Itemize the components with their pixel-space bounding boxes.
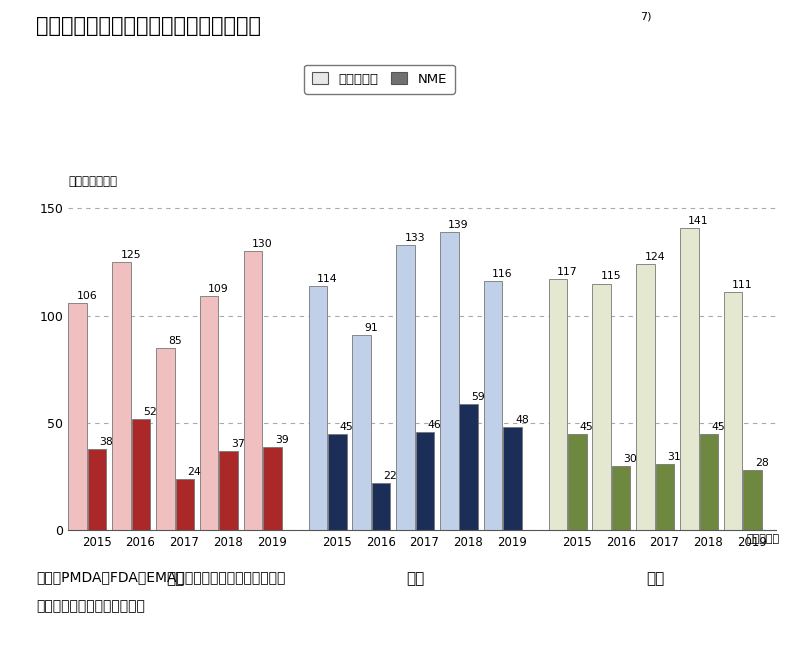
Text: 124: 124 bbox=[645, 252, 665, 262]
Legend: 全承認品目, NME: 全承認品目, NME bbox=[304, 65, 455, 94]
Bar bbox=[156, 348, 174, 530]
Text: 図１　過去５年間の日米欧の承認品目数: 図１ 過去５年間の日米欧の承認品目数 bbox=[36, 16, 261, 36]
Text: 日本: 日本 bbox=[166, 571, 184, 587]
Bar bbox=[484, 281, 502, 530]
Text: 米国: 米国 bbox=[406, 571, 424, 587]
Text: 31: 31 bbox=[667, 452, 681, 462]
Text: 37: 37 bbox=[231, 439, 245, 449]
Text: 116: 116 bbox=[492, 270, 513, 279]
Bar bbox=[112, 262, 131, 530]
Bar bbox=[656, 464, 674, 530]
Bar bbox=[263, 447, 282, 530]
Text: 38: 38 bbox=[99, 437, 114, 447]
Text: 28: 28 bbox=[755, 458, 769, 469]
Text: （承認年）: （承認年） bbox=[747, 534, 780, 544]
Text: 欧州: 欧州 bbox=[646, 571, 664, 587]
Bar bbox=[69, 303, 87, 530]
Text: 7): 7) bbox=[640, 12, 651, 22]
Bar bbox=[219, 451, 238, 530]
Text: 30: 30 bbox=[623, 454, 638, 464]
Bar bbox=[680, 228, 698, 530]
Bar bbox=[593, 283, 611, 530]
Text: 45: 45 bbox=[340, 422, 354, 432]
Bar bbox=[372, 483, 390, 530]
Text: 39: 39 bbox=[275, 435, 289, 445]
Bar bbox=[440, 232, 458, 530]
Bar bbox=[636, 264, 654, 530]
Text: 46: 46 bbox=[427, 420, 441, 430]
Text: 141: 141 bbox=[688, 215, 709, 225]
Text: 111: 111 bbox=[732, 280, 753, 290]
Text: 115: 115 bbox=[601, 272, 622, 281]
Bar bbox=[724, 292, 742, 530]
Text: 117: 117 bbox=[557, 267, 578, 277]
Bar bbox=[309, 286, 327, 530]
Bar bbox=[176, 479, 194, 530]
Text: 133: 133 bbox=[404, 233, 425, 243]
Bar bbox=[328, 434, 346, 530]
Bar bbox=[200, 297, 218, 530]
Bar bbox=[612, 466, 630, 530]
Bar bbox=[416, 432, 434, 530]
Bar bbox=[459, 404, 478, 530]
Text: 139: 139 bbox=[448, 220, 469, 230]
Text: 85: 85 bbox=[168, 336, 182, 346]
Bar bbox=[244, 251, 262, 530]
Text: 24: 24 bbox=[187, 467, 201, 477]
Text: 114: 114 bbox=[317, 273, 338, 283]
Bar bbox=[699, 434, 718, 530]
Text: 45: 45 bbox=[580, 422, 594, 432]
Text: 45: 45 bbox=[711, 422, 725, 432]
Bar bbox=[352, 335, 371, 530]
Bar bbox=[132, 419, 150, 530]
Text: 109: 109 bbox=[208, 284, 229, 295]
Text: 業政策研究所にて作成: 業政策研究所にて作成 bbox=[36, 600, 145, 614]
Bar bbox=[743, 471, 762, 530]
Bar bbox=[396, 245, 414, 530]
Text: 59: 59 bbox=[471, 391, 485, 402]
Text: 52: 52 bbox=[143, 407, 157, 416]
Text: 91: 91 bbox=[364, 323, 378, 333]
Text: 106: 106 bbox=[77, 291, 98, 301]
Bar bbox=[549, 279, 567, 530]
Text: 130: 130 bbox=[252, 239, 273, 249]
Text: 48: 48 bbox=[515, 415, 529, 425]
Bar bbox=[503, 428, 522, 530]
Bar bbox=[88, 449, 106, 530]
Text: （承認品目数）: （承認品目数） bbox=[68, 175, 117, 188]
Bar bbox=[568, 434, 586, 530]
Text: 22: 22 bbox=[383, 471, 398, 481]
Text: 出所：PMDA、FDA、EMAの各公開情報をもとに医薬産: 出所：PMDA、FDA、EMAの各公開情報をもとに医薬産 bbox=[36, 570, 286, 584]
Text: 125: 125 bbox=[121, 250, 141, 260]
